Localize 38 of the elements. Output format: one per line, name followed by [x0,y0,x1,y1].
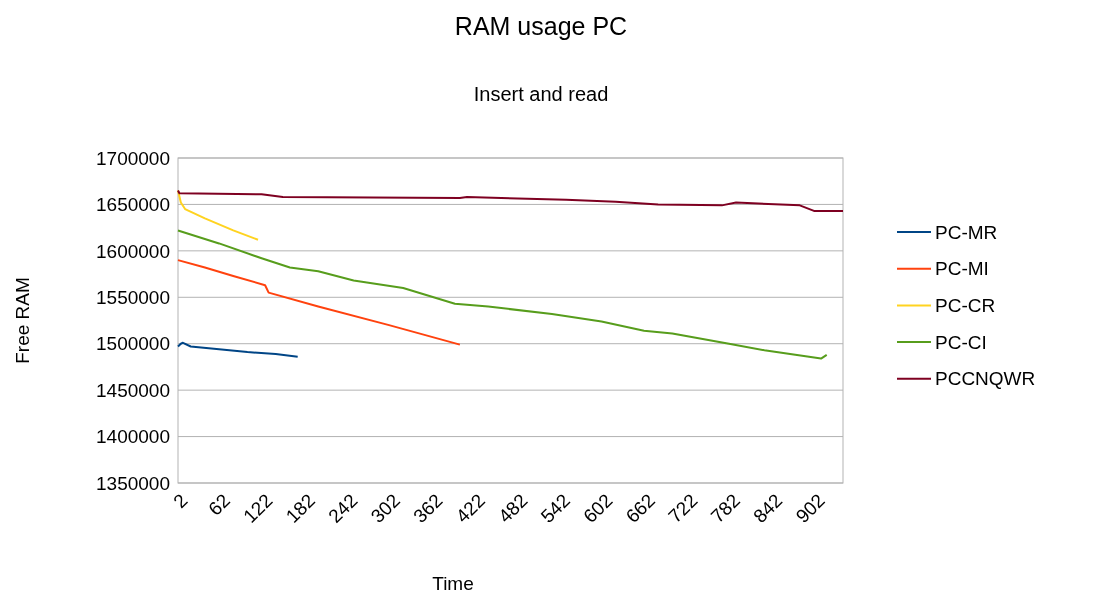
line-series [177,189,260,241]
legend-label: PCCNQWR [935,368,1036,390]
legend-label: PC-MI [935,258,989,280]
x-tick-label: 122 [239,489,277,527]
chart-subtitle: Insert and read [473,83,609,105]
x-tick-label: 482 [494,489,532,527]
line-series [177,341,299,358]
x-tick-label: 662 [621,489,659,527]
legend-label: PC-MR [935,221,998,243]
line-series [177,229,828,360]
y-tick-label: 1400000 [96,426,170,448]
legend-label: PC-CI [935,331,987,353]
x-tick-label: 182 [281,489,320,527]
x-tick-label: 902 [791,489,829,527]
x-tick-label: 2 [169,489,192,513]
x-tick-label: 842 [749,489,787,527]
y-tick-label: 1650000 [96,194,170,216]
y-tick-label: 1700000 [96,147,170,169]
y-tick-label: 1600000 [96,240,170,262]
y-tick-label: 1350000 [96,472,170,494]
chart-title: RAM usage PC [454,12,628,40]
y-tick-label: 1550000 [96,286,170,308]
x-tick-label: 62 [204,489,235,520]
x-tick-label: 302 [366,489,404,527]
x-axis-title: Time [432,573,474,594]
x-tick-label: 782 [706,489,744,527]
y-tick-label: 1450000 [96,379,170,401]
x-tick-label: 722 [664,489,702,527]
x-tick-label: 602 [579,489,617,527]
x-tick-label: 542 [536,489,574,527]
line-series [177,259,461,346]
legend-label: PC-CR [935,295,996,317]
line-series [177,189,844,212]
x-tick-label: 422 [451,489,489,527]
y-axis-title: Free RAM [12,277,33,364]
x-tick-label: 242 [324,489,362,527]
x-tick-label: 362 [409,489,447,527]
y-tick-label: 1500000 [96,333,170,355]
